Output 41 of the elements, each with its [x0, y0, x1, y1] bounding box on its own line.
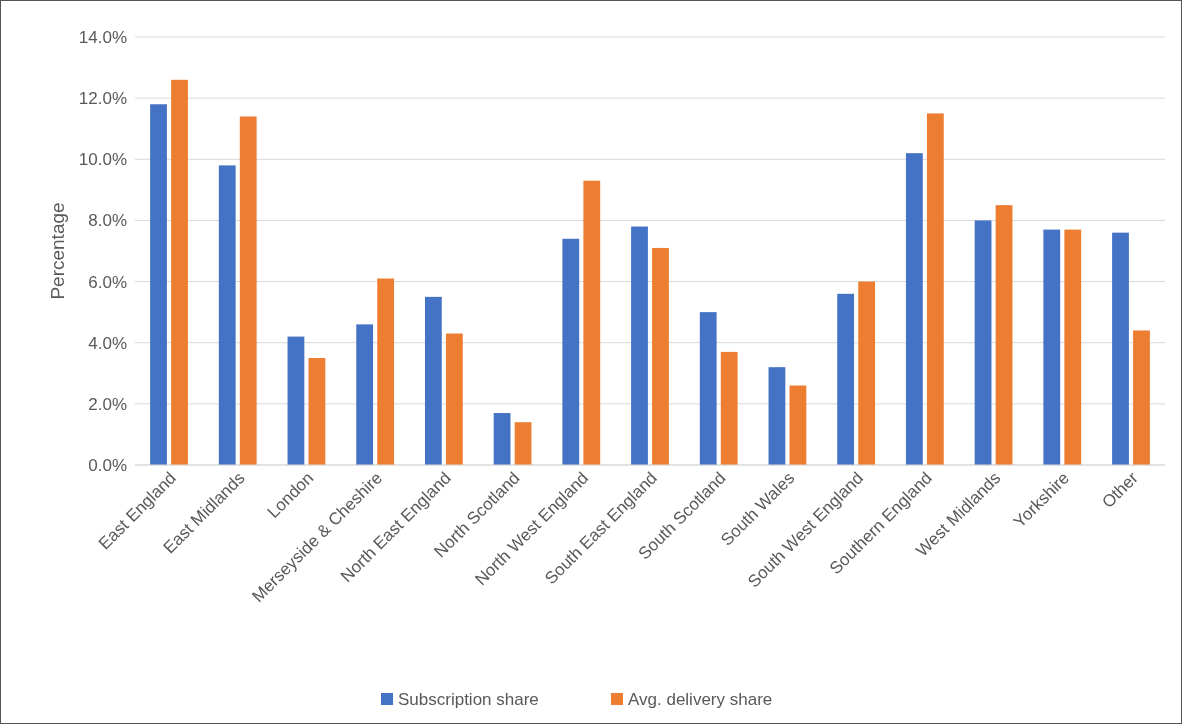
bar: [652, 247, 669, 465]
bar: [150, 104, 167, 465]
bar: [699, 312, 717, 465]
bar: [1043, 229, 1061, 465]
y-tick-label: 0.0%: [88, 455, 127, 475]
bar: [789, 385, 807, 465]
bar: [720, 351, 738, 465]
y-tick-label: 8.0%: [88, 211, 127, 231]
bar: [218, 165, 236, 465]
bar: [445, 333, 463, 465]
bar: [583, 180, 601, 465]
y-tick-label: 12.0%: [78, 89, 127, 109]
bar: [493, 413, 511, 465]
bar: [837, 293, 855, 465]
bar: [514, 422, 532, 465]
y-tick-label: 10.0%: [78, 150, 127, 170]
bar: [377, 278, 395, 465]
legend-label: Avg. delivery share: [628, 689, 773, 709]
bar: [287, 336, 305, 465]
bar: [1112, 232, 1129, 465]
y-tick-label: 14.0%: [78, 27, 127, 47]
bar: [424, 296, 442, 465]
bar: [171, 79, 188, 465]
y-axis-title: Percentage: [47, 202, 68, 300]
y-tick-label: 2.0%: [88, 394, 127, 414]
bar: [974, 220, 992, 465]
bar: [926, 113, 944, 465]
y-tick-label: 6.0%: [88, 272, 127, 292]
bar: [858, 281, 876, 465]
legend-label: Subscription share: [398, 689, 539, 709]
bar: [768, 367, 786, 465]
bar: [239, 116, 257, 465]
bar: [995, 205, 1013, 465]
bar: [1064, 229, 1082, 465]
bar: [562, 238, 580, 465]
bar: [356, 324, 374, 465]
bar: [631, 226, 648, 465]
bar: [1133, 330, 1150, 465]
y-tick-label: 4.0%: [88, 333, 127, 353]
bar: [308, 358, 326, 465]
bar: [905, 153, 923, 465]
